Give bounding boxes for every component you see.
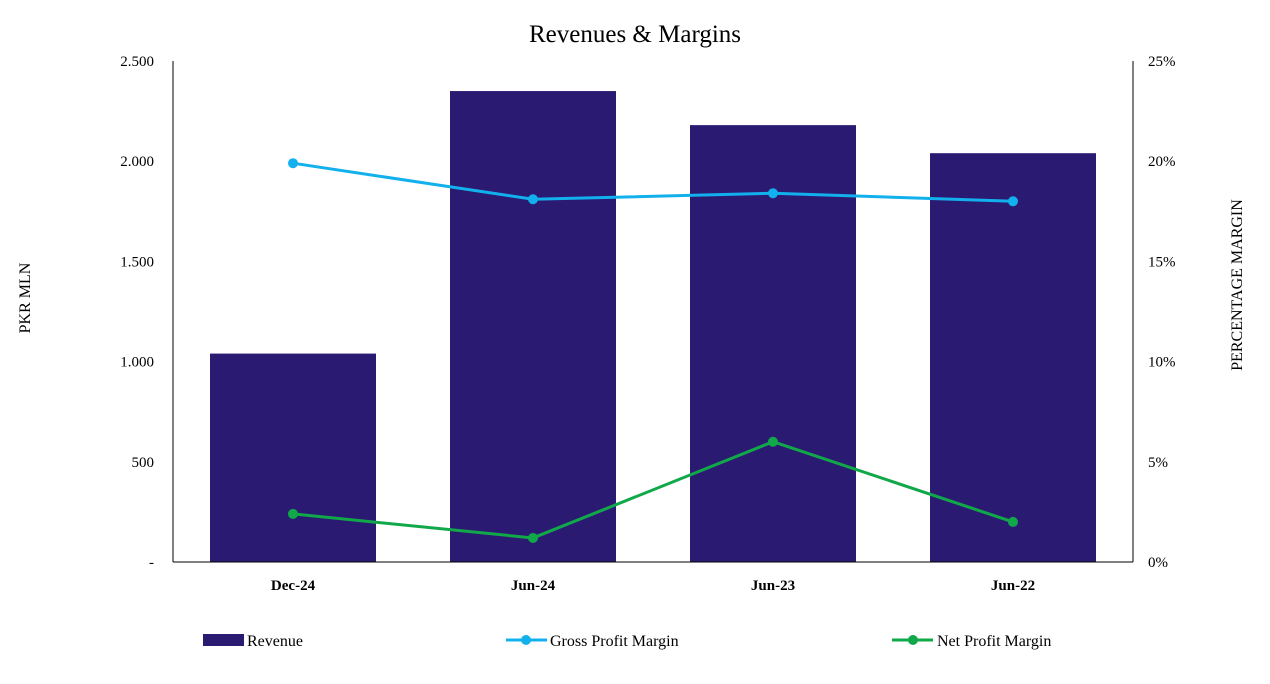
net-profit-margin-point-dec-24 xyxy=(288,508,298,519)
x-tick-label: Jun-23 xyxy=(751,578,795,594)
net-profit-margin-line xyxy=(292,440,1014,540)
left-tick-label: 500 xyxy=(132,455,155,471)
revenue-bar-dec-24 xyxy=(210,353,376,562)
left-tick-label: 1.500 xyxy=(120,254,154,270)
right-axis-ticks: 0% 5% 10% 15% 20% 25% xyxy=(1148,54,1176,571)
right-tick-label: 15% xyxy=(1148,254,1176,270)
margin-lines xyxy=(288,158,1018,543)
net-profit-margin-point-jun-22 xyxy=(1008,516,1018,527)
legend-label-net-profit-margin: Net Profit Margin xyxy=(937,633,1051,650)
right-tick-label: 20% xyxy=(1148,154,1176,170)
legend-swatch-net-marker xyxy=(908,635,918,645)
gross-profit-margin-point-dec-24 xyxy=(288,158,298,169)
x-tick-label: Jun-22 xyxy=(991,578,1035,594)
chart-legend: Revenue Gross Profit Margin Net Profit M… xyxy=(203,633,1051,650)
legend-swatch-revenue xyxy=(203,634,244,646)
legend-swatch-gross-marker xyxy=(521,635,531,645)
revenue-bar-jun-24 xyxy=(450,91,616,562)
x-tick-label: Dec-24 xyxy=(271,578,316,594)
right-tick-label: 5% xyxy=(1148,455,1168,471)
chart-title: Revenues & Margins xyxy=(529,21,741,48)
left-axis-title: PKR MLN xyxy=(17,262,34,333)
left-tick-label: 2.000 xyxy=(120,154,154,170)
right-axis-title: PERCENTAGE MARGIN xyxy=(1229,199,1246,371)
left-axis-ticks: - 500 1.000 1.500 2.000 2.500 xyxy=(120,54,154,571)
x-tick-label: Jun-24 xyxy=(511,578,556,594)
gross-profit-margin-point-jun-22 xyxy=(1008,196,1018,207)
gross-profit-margin-point-jun-23 xyxy=(768,188,778,199)
revenue-bar-jun-22 xyxy=(930,153,1096,562)
chart-axes xyxy=(172,61,1134,563)
x-axis-ticks: Dec-24 Jun-24 Jun-23 Jun-22 xyxy=(271,578,1035,594)
gross-profit-margin-line xyxy=(292,161,1014,203)
legend-label-gross-profit-margin: Gross Profit Margin xyxy=(550,633,679,650)
legend-label-revenue: Revenue xyxy=(247,633,303,650)
right-tick-label: 25% xyxy=(1148,54,1176,70)
net-profit-margin-point-jun-23 xyxy=(768,436,778,447)
revenue-bars xyxy=(210,91,1096,563)
net-profit-margin-point-jun-24 xyxy=(528,532,538,543)
gross-profit-margin-point-jun-24 xyxy=(528,194,538,205)
left-tick-label: 1.000 xyxy=(120,355,154,371)
left-tick-label: 2.500 xyxy=(120,54,154,70)
right-tick-label: 0% xyxy=(1148,555,1168,571)
left-tick-label: - xyxy=(149,555,154,571)
right-tick-label: 10% xyxy=(1148,355,1176,371)
